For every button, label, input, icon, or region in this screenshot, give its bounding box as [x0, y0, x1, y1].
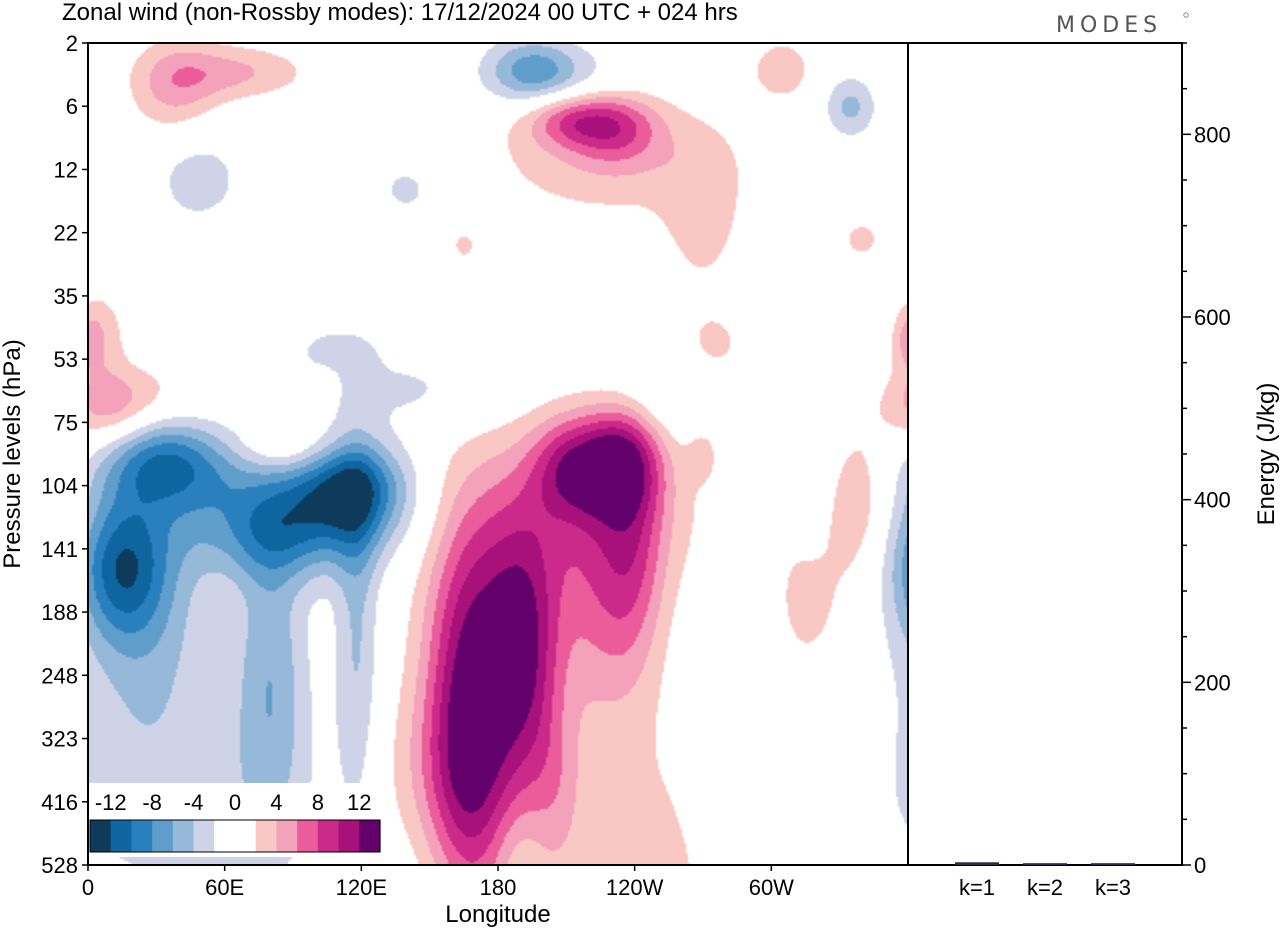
colorbar: -12 -8 -4 0 4 8 12	[86, 783, 384, 857]
registered-mark-icon	[1183, 12, 1189, 18]
colorbar-label: -4	[184, 790, 204, 815]
pressure-tick-label: 22	[54, 221, 78, 246]
longitude-tick-label: 120E	[336, 875, 387, 900]
colorbar-swatch	[359, 820, 381, 852]
colorbar-swatch	[152, 820, 174, 852]
pressure-tick-label: 141	[41, 537, 78, 562]
y-axis-label: Pressure levels (hPa)	[0, 339, 26, 568]
pressure-tick-label: 2	[66, 31, 78, 56]
longitude-tick-label: 120W	[606, 875, 664, 900]
colorbar-swatch	[297, 820, 319, 852]
x-axis-label: Longitude	[445, 901, 550, 928]
pressure-tick-label: 53	[54, 347, 78, 372]
colorbar-swatch	[235, 820, 257, 852]
energy-category-label: k=3	[1095, 875, 1131, 900]
energy-axis: 0 200 400 600 800	[1182, 42, 1231, 878]
energy-category-label: k=2	[1027, 875, 1063, 900]
colorbar-swatch	[90, 820, 112, 852]
energy-bars: k=1 k=2 k=3	[955, 862, 1135, 900]
energy-bar-k1	[955, 862, 999, 865]
colorbar-label: -12	[95, 790, 127, 815]
chart-title: Zonal wind (non-Rossby modes): 17/12/202…	[62, 0, 738, 26]
colorbar-label: 8	[312, 790, 324, 815]
energy-panel-frame	[907, 42, 1183, 866]
colorbar-swatch	[276, 820, 298, 852]
energy-tick-label: 0	[1194, 853, 1206, 878]
pressure-tick-label: 75	[54, 410, 78, 435]
longitude-tick-label: 60E	[205, 875, 244, 900]
pressure-tick-label: 12	[54, 157, 78, 182]
energy-bar-k2	[1023, 863, 1067, 865]
longitude-tick-label: 180	[480, 875, 517, 900]
colorbar-label: -8	[142, 790, 162, 815]
energy-axis-label: Energy (J/kg)	[1253, 383, 1280, 526]
pressure-tick-label: 188	[41, 600, 78, 625]
colorbar-swatch	[317, 820, 340, 852]
colorbar-swatch	[214, 820, 236, 852]
colorbar-label: 12	[347, 790, 371, 815]
pressure-tick-label: 528	[41, 853, 78, 878]
colorbar-swatch	[193, 820, 215, 852]
colorbar-swatch	[172, 820, 195, 852]
colorbar-swatch	[110, 820, 133, 852]
modes-logo: MODES	[1056, 13, 1162, 38]
colorbar-swatch	[255, 820, 278, 852]
energy-bar-k3	[1091, 863, 1135, 865]
colorbar-swatch	[338, 820, 360, 852]
energy-tick-label: 200	[1194, 670, 1231, 695]
pressure-tick-label: 248	[41, 663, 78, 688]
wind-heatmap	[88, 43, 908, 865]
colorbar-swatch	[131, 820, 153, 852]
energy-tick-label: 400	[1194, 488, 1231, 513]
energy-category-label: k=1	[959, 875, 995, 900]
colorbar-label: 0	[229, 790, 241, 815]
longitude-tick-label: 0	[82, 875, 94, 900]
pressure-tick-label: 104	[41, 474, 78, 499]
pressure-axis: 2 6 12 22 35 53 75 104 141 188 248 323 416 528	[41, 31, 88, 878]
colorbar-label: 4	[270, 790, 282, 815]
pressure-tick-label: 35	[54, 284, 78, 309]
pressure-tick-label: 323	[41, 727, 78, 752]
longitude-tick-label: 60W	[749, 875, 794, 900]
longitude-axis: 0 60E 120E 180 120W 60W	[82, 865, 794, 900]
energy-tick-label: 600	[1194, 305, 1231, 330]
pressure-tick-label: 416	[41, 790, 78, 815]
pressure-tick-label: 6	[66, 94, 78, 119]
energy-tick-label: 800	[1194, 122, 1231, 147]
